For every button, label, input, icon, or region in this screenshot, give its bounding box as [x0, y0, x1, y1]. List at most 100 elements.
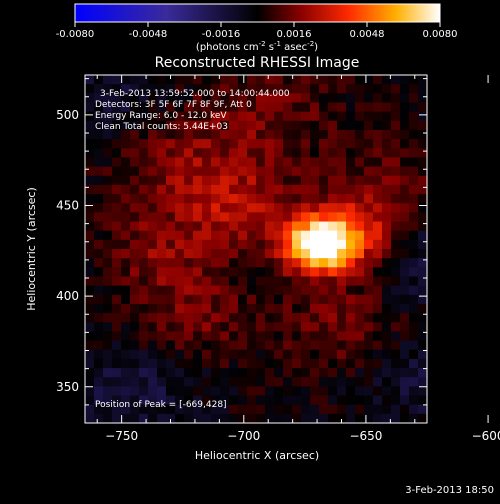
heatmap-cell	[166, 267, 176, 278]
heatmap-cell	[346, 404, 356, 415]
heatmap-cell	[175, 368, 185, 378]
heatmap-cell	[175, 221, 185, 232]
heatmap-cell	[256, 413, 266, 424]
heatmap-cell	[85, 129, 95, 140]
heatmap-cell	[157, 239, 167, 250]
heatmap-cell	[301, 129, 311, 140]
heatmap-cell	[166, 303, 176, 314]
heatmap-cell	[139, 313, 149, 323]
heatmap-cell	[130, 184, 140, 195]
heatmap-cell	[148, 239, 158, 250]
heatmap-cell	[175, 111, 185, 122]
heatmap-cell	[400, 395, 410, 406]
heatmap-cell	[238, 139, 248, 149]
heatmap-cell	[247, 166, 257, 177]
x-axis-label: Heliocentric X (arcsec)	[195, 449, 319, 462]
heatmap-cell	[265, 267, 275, 278]
heatmap-cell	[229, 175, 239, 186]
heatmap-cell	[148, 194, 158, 204]
heatmap-cell	[94, 102, 104, 113]
heatmap-cell	[319, 239, 329, 250]
heatmap-cell	[112, 139, 122, 149]
heatmap-cell	[238, 377, 248, 387]
heatmap-cell	[211, 175, 221, 186]
heatmap-cell	[292, 276, 302, 287]
heatmap-cell	[256, 84, 266, 94]
heatmap-cell	[175, 93, 185, 104]
heatmap-cell	[382, 285, 392, 296]
heatmap-cell	[328, 313, 338, 323]
heatmap-cell	[328, 276, 338, 287]
heatmap-cell	[391, 221, 401, 232]
heatmap-cell	[247, 230, 257, 241]
heatmap-cell	[328, 358, 338, 369]
heatmap-cell	[193, 349, 203, 360]
heatmap-cell	[301, 239, 311, 250]
heatmap-cell	[139, 239, 149, 250]
heatmap-cell	[364, 358, 374, 369]
heatmap-cell	[274, 313, 284, 323]
heatmap-cell	[238, 120, 248, 131]
heatmap-cell	[175, 395, 185, 406]
heatmap-cell	[130, 129, 140, 140]
heatmap-cell	[157, 267, 167, 278]
x-tick-label: −650	[349, 429, 382, 443]
heatmap-cell	[229, 276, 239, 287]
heatmap-cell	[346, 139, 356, 149]
heatmap-cell	[265, 285, 275, 296]
heatmap-cell	[103, 139, 113, 149]
heatmap-cell	[355, 303, 365, 314]
heatmap-cell	[103, 157, 113, 168]
heatmap-cell	[139, 166, 149, 177]
heatmap-cell	[103, 276, 113, 287]
heatmap-cell	[103, 166, 113, 177]
heatmap-cell	[220, 413, 230, 424]
heatmap-cell	[292, 184, 302, 195]
heatmap-cell	[175, 258, 185, 268]
heatmap-cell	[202, 139, 212, 149]
heatmap-cell	[400, 368, 410, 378]
heatmap-cell	[346, 395, 356, 406]
heatmap-cell	[283, 303, 293, 314]
heatmap-cell	[148, 404, 158, 415]
heatmap-cell	[85, 203, 95, 213]
heatmap-cell	[148, 258, 158, 268]
heatmap-cell	[409, 377, 419, 387]
heatmap-cell	[148, 111, 158, 122]
heatmap-cell	[373, 377, 383, 387]
heatmap-cell	[247, 331, 257, 342]
heatmap-cell	[274, 331, 284, 342]
heatmap-cell	[301, 285, 311, 296]
heatmap-cell	[238, 129, 248, 140]
heatmap-cell	[112, 404, 122, 415]
heatmap-cell	[148, 203, 158, 213]
heatmap-cell	[328, 102, 338, 113]
heatmap-cell	[112, 340, 122, 351]
heatmap-cell	[337, 239, 347, 250]
heatmap-cell	[310, 221, 320, 232]
heatmap-cell	[193, 111, 203, 122]
heatmap-cell	[355, 395, 365, 406]
heatmap-cell	[346, 75, 356, 85]
heatmap-cell	[103, 322, 113, 333]
heatmap-cell	[193, 75, 203, 85]
heatmap-cell	[337, 120, 347, 131]
heatmap-cell	[157, 157, 167, 168]
heatmap-cell	[238, 212, 248, 223]
heatmap-cell	[256, 303, 266, 314]
heatmap-cell	[94, 413, 104, 424]
heatmap-cell	[238, 230, 248, 241]
heatmap-cell	[391, 285, 401, 296]
heatmap-cell	[229, 203, 239, 213]
heatmap-cell	[211, 331, 221, 342]
heatmap-cell	[121, 313, 131, 323]
heatmap-cell	[283, 221, 293, 232]
heatmap-cell	[112, 395, 122, 406]
heatmap-cell	[238, 368, 248, 378]
heatmap-cell	[220, 368, 230, 378]
heatmap-cell	[238, 84, 248, 94]
heatmap-cell	[292, 413, 302, 424]
heatmap-cell	[238, 349, 248, 360]
heatmap-cell	[328, 157, 338, 168]
heatmap-cell	[238, 184, 248, 195]
